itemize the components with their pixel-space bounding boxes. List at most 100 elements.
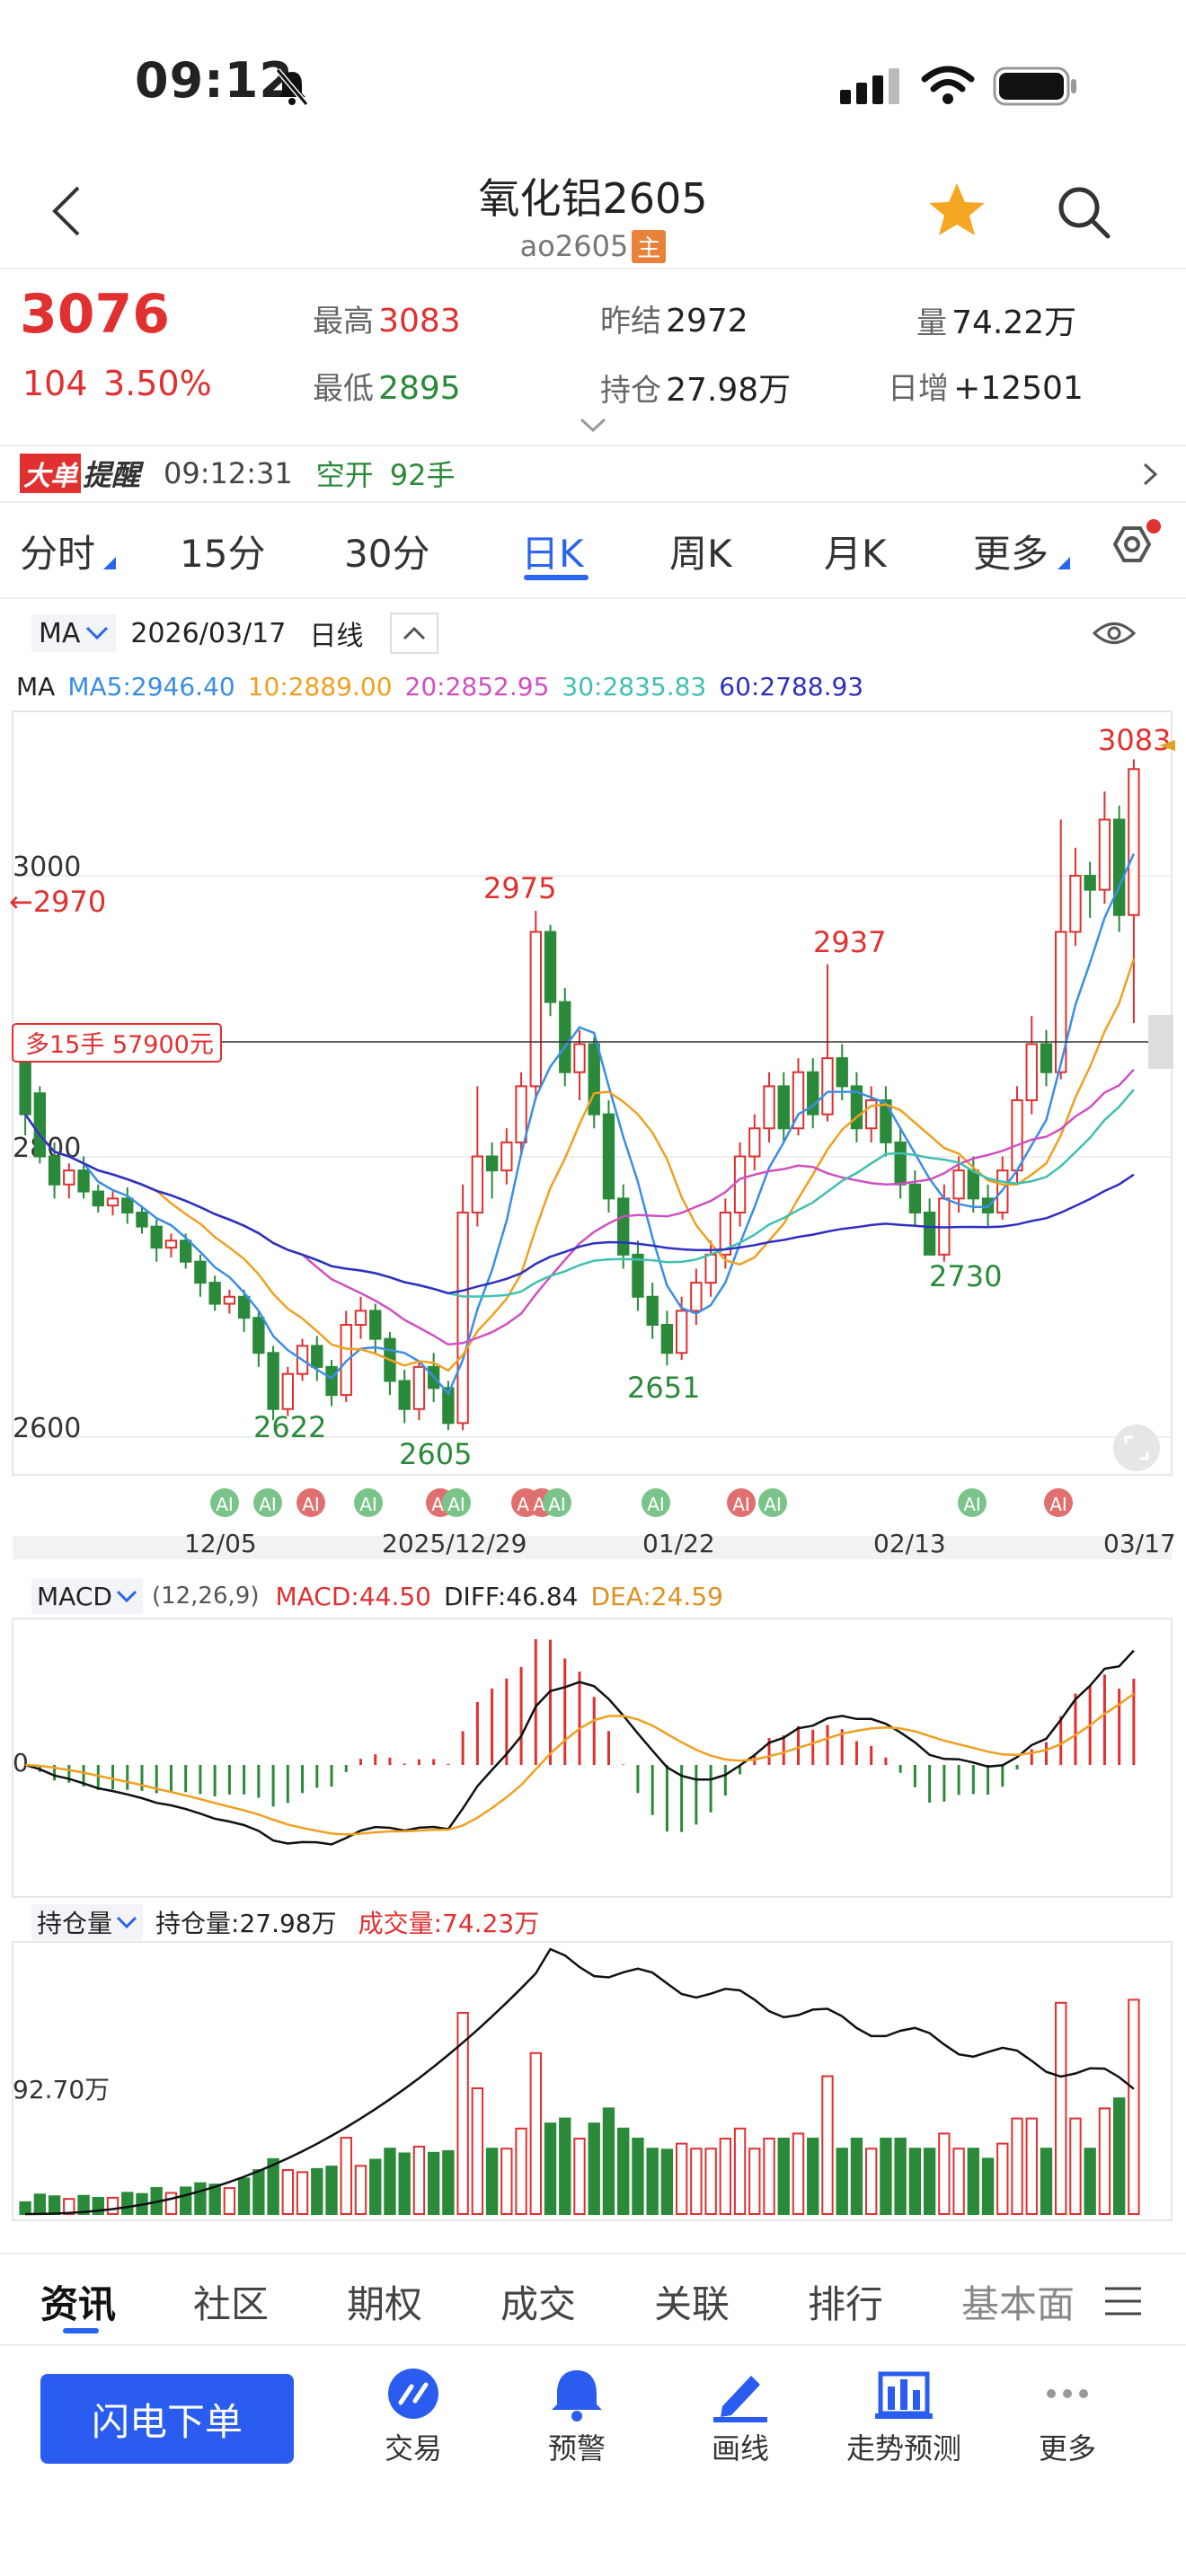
macd-zero: 0 xyxy=(13,1748,29,1778)
volume-bar xyxy=(1069,2117,1082,2216)
volume-bar xyxy=(48,2195,61,2215)
tab-intraday[interactable]: 分时 xyxy=(20,532,96,576)
volume-bar xyxy=(981,2157,995,2215)
svg-text:AI: AI xyxy=(1049,1494,1067,1515)
ai-badge[interactable]: AI xyxy=(758,1488,787,1517)
menu-icon[interactable] xyxy=(1103,2286,1143,2316)
candle xyxy=(180,1233,192,1269)
tab-more[interactable]: 更多 xyxy=(973,532,1049,576)
dropdown-triangle-icon xyxy=(1058,557,1070,569)
candle xyxy=(164,1233,178,1257)
page-title: 氧化铝2605 xyxy=(478,174,708,223)
tab-ranking[interactable]: 排行 xyxy=(808,2282,884,2326)
macd-header: MACD (12,26,9) MACD:44.50 DIFF:46.84 DEA… xyxy=(31,1576,723,1616)
candle xyxy=(821,964,834,1122)
svg-text:AI: AI xyxy=(359,1494,377,1515)
big-order-alert[interactable]: 大单 提醒 09:12:31 空开 92手 xyxy=(20,454,455,493)
volume-bar xyxy=(311,2167,323,2215)
position-marker[interactable]: 多15手 57900元 xyxy=(12,1023,222,1063)
toolbar-forecast[interactable]: 走势预测 xyxy=(832,2367,976,2467)
volume-bar xyxy=(864,2148,878,2215)
tab-options[interactable]: 期权 xyxy=(347,2282,423,2326)
volume-bar xyxy=(1112,2097,1126,2215)
ai-badge[interactable]: AI xyxy=(1044,1488,1073,1517)
favorite-star-icon[interactable] xyxy=(925,180,988,241)
news-tab-indicator xyxy=(63,2328,99,2333)
indicator-select[interactable]: MA xyxy=(31,614,117,652)
date-axis-1: 2025/12/29 xyxy=(382,1529,527,1558)
tab-30min[interactable]: 30分 xyxy=(344,532,430,576)
candle xyxy=(660,1310,674,1366)
tab-news[interactable]: 资讯 xyxy=(40,2282,117,2326)
ai-badge[interactable]: AI xyxy=(442,1488,471,1517)
chevron-down-icon xyxy=(116,1590,137,1602)
candle xyxy=(223,1289,236,1314)
prev-settle: 昨结 2972 xyxy=(600,303,748,340)
settings-hexagon-icon[interactable] xyxy=(1101,519,1164,578)
ma20-line xyxy=(24,1068,1135,1346)
price-axis-2800: 2800 xyxy=(13,1133,81,1164)
draw-line-icon xyxy=(713,2376,767,2422)
volume-bar xyxy=(456,2012,469,2215)
candle xyxy=(106,1191,119,1216)
ai-badge[interactable]: AI xyxy=(354,1488,383,1517)
ma60-line xyxy=(24,1113,1135,1295)
tab-monthly-k[interactable]: 月K xyxy=(824,532,887,576)
ai-badge[interactable]: AI xyxy=(210,1488,239,1517)
chart-right-handle[interactable] xyxy=(1148,1015,1173,1069)
candle xyxy=(529,911,542,1100)
candle xyxy=(471,1086,484,1227)
oi-volume-chart[interactable]: 92.70万 xyxy=(0,1940,1186,2228)
candle xyxy=(602,1100,615,1213)
macd-select[interactable]: MACD xyxy=(31,1578,143,1614)
macd-chart[interactable]: 0 xyxy=(0,1617,1186,1904)
price-anno-left: ←2970 xyxy=(9,885,106,919)
oi-select[interactable]: 持仓量 xyxy=(31,1904,144,1940)
ai-badge[interactable]: AI xyxy=(296,1488,325,1517)
tab-weekly-k[interactable]: 周K xyxy=(669,532,732,576)
tab-daily-k[interactable]: 日K xyxy=(521,532,584,576)
eye-icon[interactable] xyxy=(1092,618,1137,648)
alert-qty: 92手 xyxy=(389,458,456,492)
candle xyxy=(1128,759,1140,1024)
volume-bar xyxy=(194,2182,207,2215)
volume-bar xyxy=(996,2142,1009,2216)
collapse-button[interactable] xyxy=(390,613,439,654)
candle xyxy=(354,1296,367,1339)
volume-bar xyxy=(77,2194,90,2216)
open-interest: 持仓 27.98万 xyxy=(600,372,792,409)
candle xyxy=(880,1086,892,1157)
tab-community[interactable]: 社区 xyxy=(193,2282,270,2326)
chart-date: 2026/03/17 xyxy=(130,617,287,649)
toolbar-trade[interactable]: 交易 xyxy=(341,2367,485,2467)
toolbar-draw[interactable]: 画线 xyxy=(668,2367,812,2467)
candle xyxy=(719,1198,732,1269)
candle xyxy=(763,1072,775,1142)
tab-trades[interactable]: 成交 xyxy=(500,2282,577,2326)
tab-15min[interactable]: 15分 xyxy=(180,532,266,576)
candle xyxy=(690,1268,703,1325)
tab-fundamentals[interactable]: 基本面 xyxy=(961,2282,1075,2326)
toolbar-more[interactable]: 更多 xyxy=(996,2367,1139,2467)
back-icon[interactable] xyxy=(49,184,85,238)
ai-badge[interactable]: AI xyxy=(253,1488,282,1517)
ai-badge[interactable]: AI xyxy=(642,1488,670,1517)
flash-order-button[interactable]: 闪电下单 xyxy=(40,2374,294,2464)
kline-chart[interactable]: 3000 2800 2600 多15手 57900元 3083 ←2970 29… xyxy=(0,710,1186,1599)
volume-bar xyxy=(180,2186,192,2215)
toolbar-alert[interactable]: 预警 xyxy=(505,2367,649,2467)
volume-bar xyxy=(121,2192,134,2215)
search-icon[interactable] xyxy=(1056,184,1111,240)
chevron-right-icon[interactable] xyxy=(1141,461,1159,488)
ai-badge[interactable]: AI xyxy=(543,1488,571,1517)
ai-badge[interactable]: AI xyxy=(958,1488,987,1517)
volume-bar xyxy=(1025,2117,1038,2216)
tab-related[interactable]: 关联 xyxy=(654,2282,730,2326)
dropdown-triangle-icon xyxy=(103,557,116,569)
expand-chevron-icon[interactable] xyxy=(580,418,606,434)
fullscreen-button[interactable] xyxy=(1113,1425,1160,1471)
volume-bar xyxy=(325,2166,338,2216)
volume-bar xyxy=(106,2196,119,2215)
ai-badge[interactable]: AI xyxy=(727,1488,756,1517)
candle xyxy=(311,1336,323,1381)
